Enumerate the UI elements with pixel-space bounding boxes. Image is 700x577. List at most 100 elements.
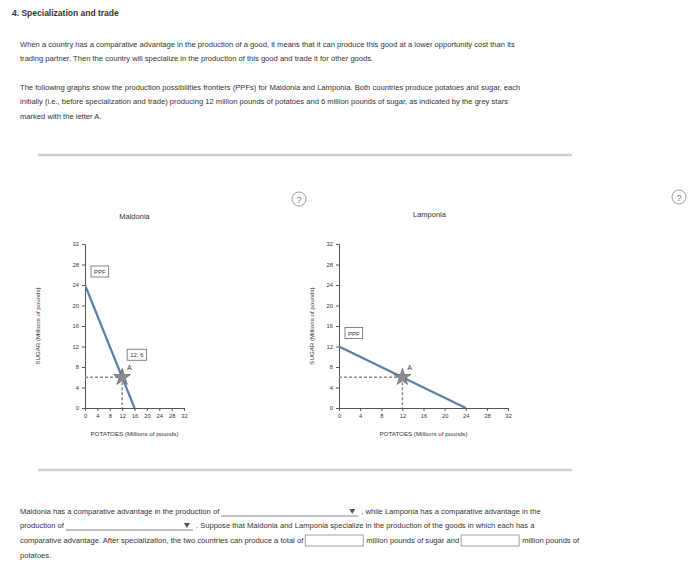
tick-mark bbox=[82, 265, 85, 266]
tick-label: 20 bbox=[327, 303, 333, 309]
tick-label: 12 bbox=[327, 344, 333, 350]
tick: 24 bbox=[157, 408, 164, 419]
chart-title: Lamponia bbox=[413, 210, 447, 219]
help-button[interactable]: ? bbox=[292, 192, 306, 206]
tick: 0 bbox=[330, 405, 339, 411]
tick-mark bbox=[466, 408, 467, 411]
tick-mark bbox=[82, 326, 85, 327]
ppf-line bbox=[85, 285, 135, 408]
x-axis-title: POTATOES (Millions of pounds) bbox=[379, 430, 467, 437]
x-axis: 0 4 8 12 16 20 24 28 32 bbox=[338, 408, 512, 419]
tick: 8 bbox=[76, 364, 85, 370]
tick-mark bbox=[487, 408, 488, 411]
tick: 20 bbox=[144, 408, 150, 419]
guide-line bbox=[339, 377, 402, 379]
tick-mark bbox=[336, 347, 339, 348]
series-label-text: PPF bbox=[94, 269, 106, 275]
tick-mark bbox=[82, 408, 85, 409]
tick-mark bbox=[336, 265, 339, 266]
x-axis-title: POTATOES (Millions of pounds) bbox=[90, 430, 178, 437]
help-circle bbox=[672, 190, 686, 204]
tick: 20 bbox=[442, 408, 448, 419]
dropdown-arrow bbox=[184, 523, 190, 528]
tick-label: 28 bbox=[73, 262, 79, 268]
tick-mark bbox=[82, 367, 85, 368]
tick: 24 bbox=[463, 408, 470, 419]
tick: 24 bbox=[73, 282, 85, 288]
dropdown-arrow bbox=[349, 509, 355, 514]
tick-mark bbox=[336, 306, 339, 307]
axis-line bbox=[340, 409, 509, 412]
tick: 32 bbox=[505, 408, 511, 419]
divider bbox=[38, 154, 572, 157]
plot-area bbox=[339, 347, 466, 409]
tick: 20 bbox=[327, 303, 339, 309]
dropdown[interactable] bbox=[221, 509, 358, 516]
tick-label: 0 bbox=[330, 405, 333, 411]
tick-mark bbox=[82, 306, 85, 307]
question-text: potatoes. bbox=[20, 551, 51, 560]
paragraph-line: trading partner. Then the country will s… bbox=[20, 54, 373, 63]
tick-mark bbox=[336, 285, 339, 286]
tick-label: 24 bbox=[157, 413, 164, 419]
tick-label: 32 bbox=[327, 241, 333, 247]
tick-mark bbox=[336, 244, 339, 245]
y-axis: 048121620242832 bbox=[73, 241, 86, 411]
tick-label: 20 bbox=[442, 413, 448, 419]
tick-label: 16 bbox=[132, 413, 138, 419]
tick-label: 12 bbox=[400, 413, 406, 419]
tick: 28 bbox=[484, 408, 490, 419]
tick-mark bbox=[336, 388, 339, 389]
tick: 28 bbox=[327, 262, 339, 268]
tick-mark bbox=[110, 408, 111, 411]
tick: 32 bbox=[327, 241, 339, 247]
y-axis-title: SUGAR (Millions of pounds) bbox=[34, 287, 41, 364]
series-label-box bbox=[91, 266, 109, 277]
tick: 4 bbox=[96, 408, 100, 419]
tick: 32 bbox=[181, 408, 187, 419]
question-text: million pounds of sugar and bbox=[366, 536, 459, 545]
guide-line bbox=[121, 377, 123, 408]
tick-label: 0 bbox=[338, 413, 341, 419]
heading: 4. Specialization and trade bbox=[12, 8, 119, 18]
tick-label: 16 bbox=[73, 323, 79, 329]
tick-label: 28 bbox=[327, 262, 333, 268]
tick-label: 20 bbox=[73, 303, 79, 309]
tick-mark bbox=[147, 408, 148, 411]
tick: 28 bbox=[73, 262, 85, 268]
chart: ?Lamponia048121620242832048121620242832P… bbox=[308, 190, 686, 437]
tick-label: 24 bbox=[463, 413, 470, 419]
tick-mark bbox=[360, 408, 361, 411]
tick: 8 bbox=[380, 408, 383, 419]
axis-line bbox=[82, 245, 86, 409]
tick: 16 bbox=[132, 408, 138, 419]
tick-mark bbox=[159, 408, 160, 411]
axis-line bbox=[336, 245, 340, 409]
input-box[interactable] bbox=[305, 535, 363, 546]
plot-area bbox=[85, 285, 135, 408]
input-box[interactable] bbox=[461, 535, 519, 546]
tick-mark bbox=[82, 388, 85, 389]
question-text: comparative advantage. After specializat… bbox=[20, 536, 304, 545]
ppf-line bbox=[339, 347, 466, 409]
tick-mark bbox=[336, 326, 339, 327]
tick-mark bbox=[82, 285, 85, 286]
chart: ?Maldonia048121620242832048121620242832P… bbox=[34, 192, 306, 437]
dropdown-underline bbox=[66, 530, 193, 531]
tick-mark bbox=[184, 408, 185, 411]
tick: 20 bbox=[73, 303, 85, 309]
labels: PPFA bbox=[345, 328, 412, 372]
dropdown[interactable] bbox=[66, 523, 193, 530]
tick-label: 4 bbox=[76, 385, 80, 391]
tick-mark bbox=[135, 408, 136, 411]
tick: 28 bbox=[169, 408, 175, 419]
tick-label: 24 bbox=[327, 282, 334, 288]
tick-label: 8 bbox=[380, 413, 383, 419]
labels: PPFA12, 6 bbox=[91, 266, 146, 371]
tick-label: 0 bbox=[84, 413, 87, 419]
tick-mark bbox=[336, 408, 339, 409]
tick: 4 bbox=[359, 408, 363, 419]
help-text: ? bbox=[296, 195, 301, 205]
tick-label: 16 bbox=[421, 413, 427, 419]
help-button[interactable]: ? bbox=[672, 190, 686, 204]
